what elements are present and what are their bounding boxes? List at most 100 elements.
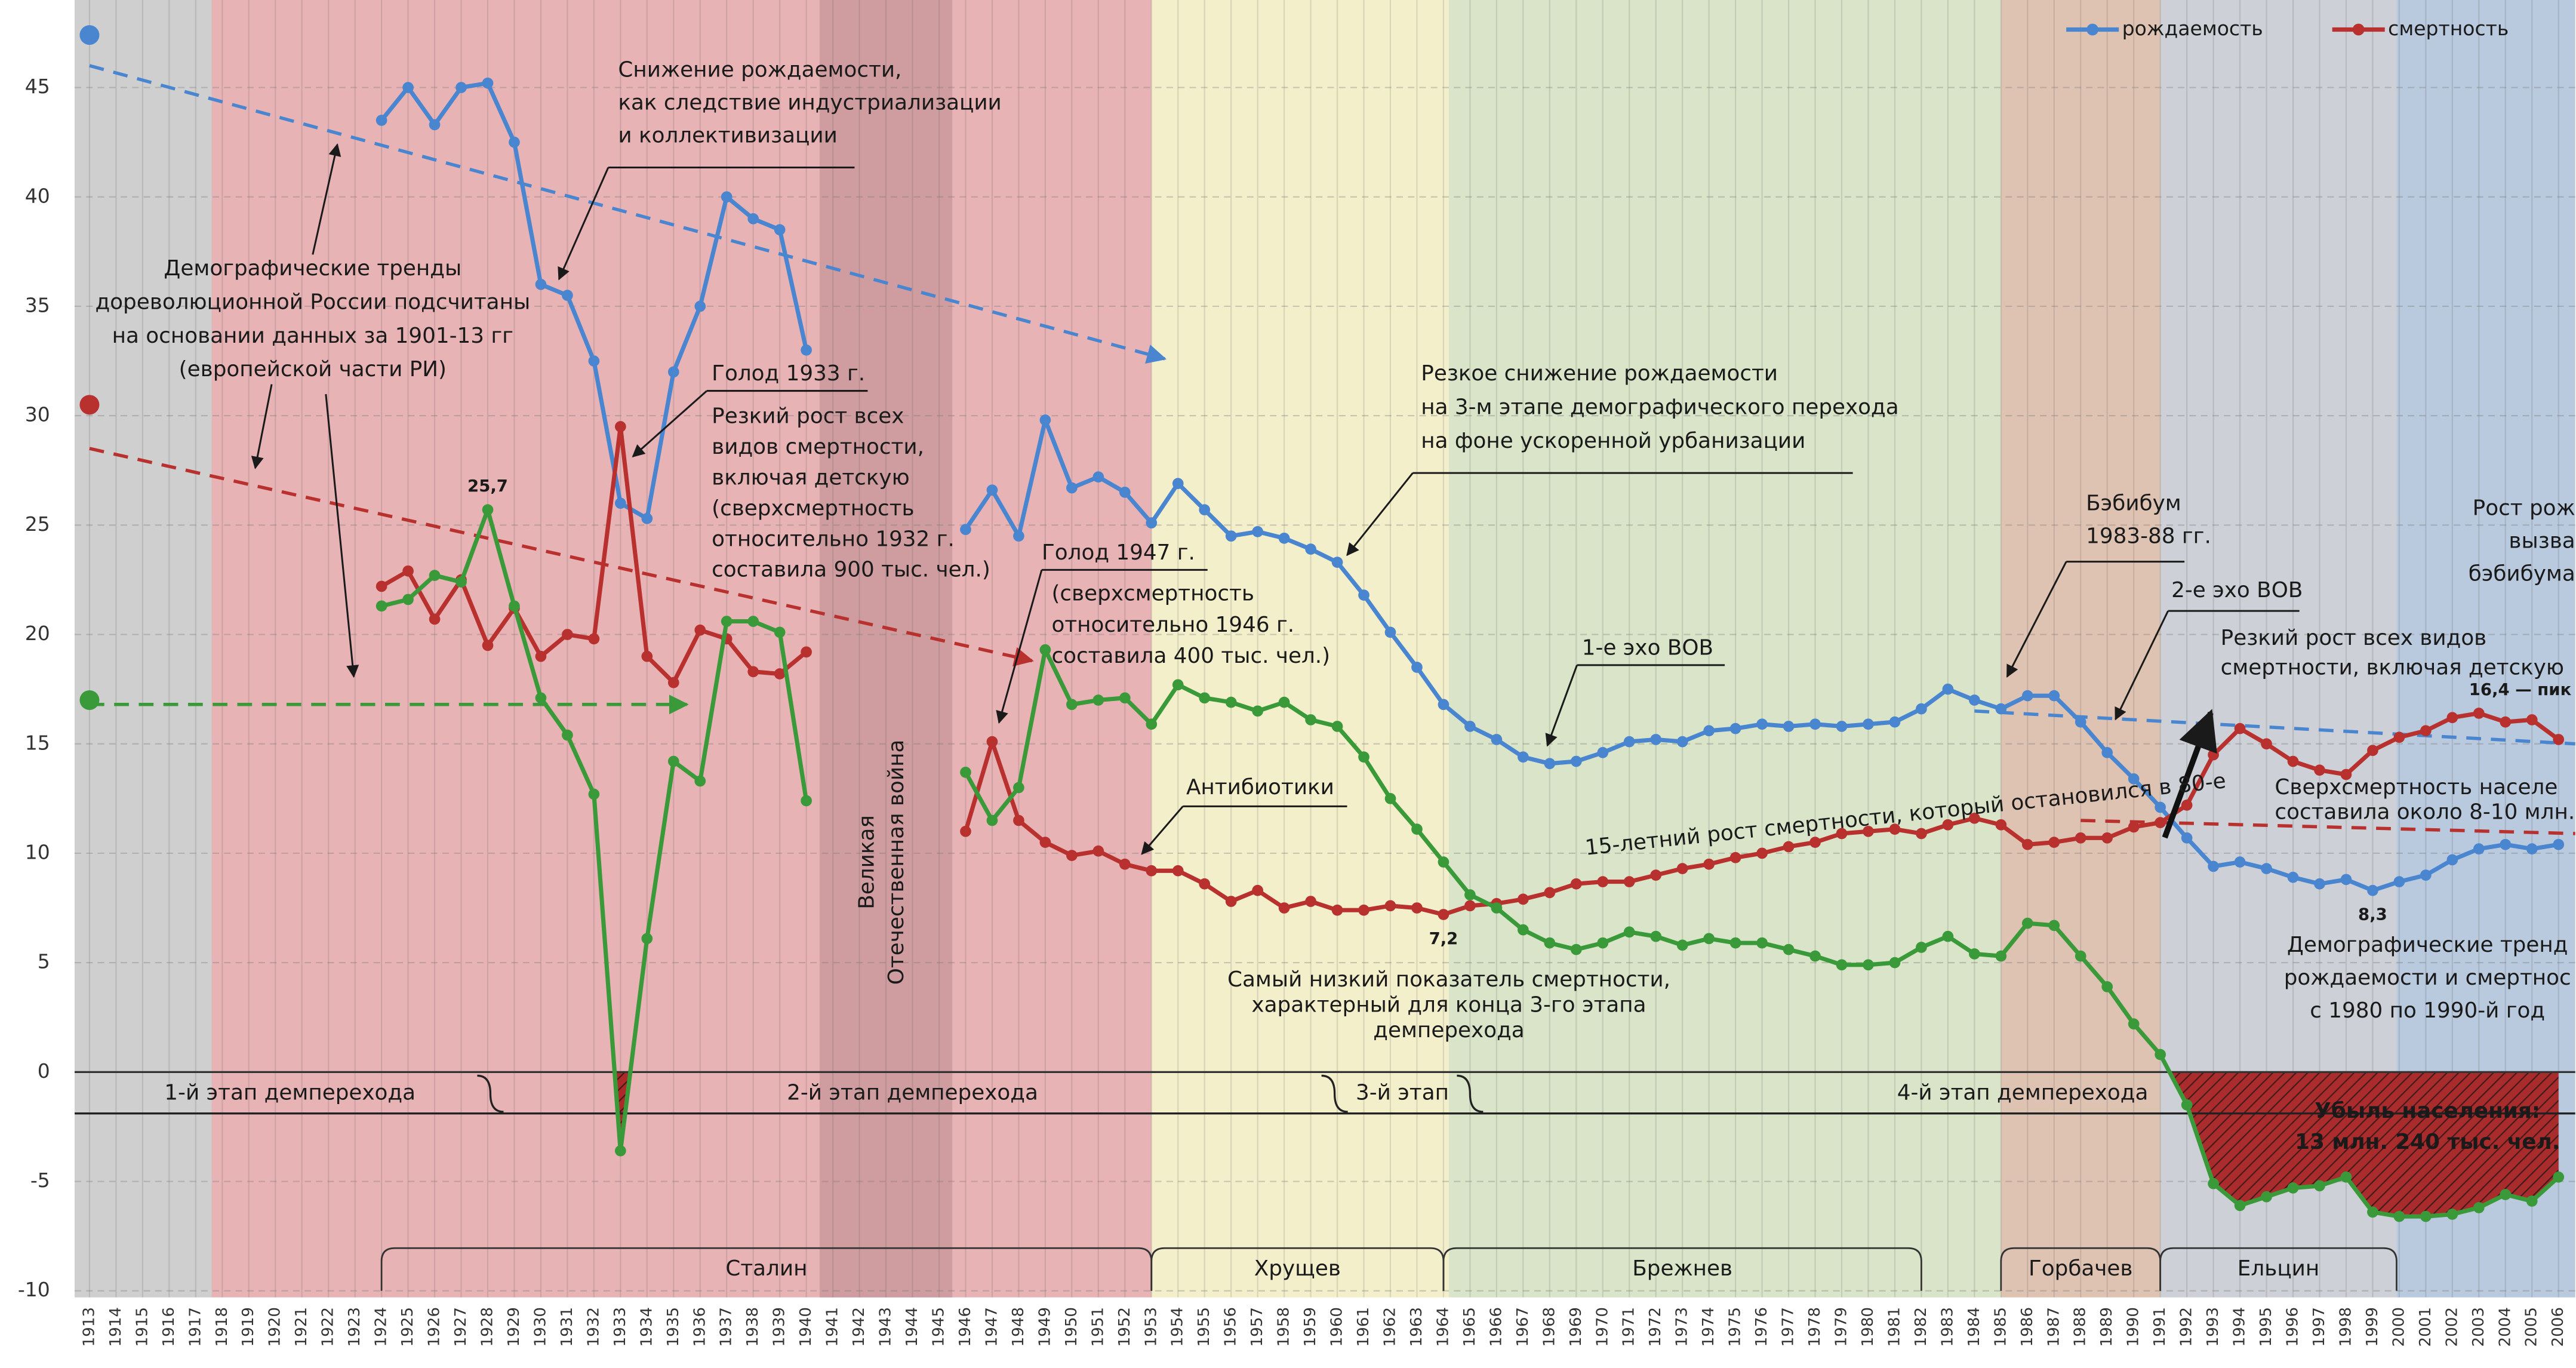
data-point [2393, 1210, 2405, 1222]
period-band [211, 0, 1152, 1298]
data-point [1809, 950, 1821, 962]
data-point [1199, 504, 1211, 516]
data-point [1969, 812, 1980, 824]
data-point [2314, 1180, 2325, 1192]
data-point [1544, 937, 1556, 949]
period-band [1151, 0, 1449, 1298]
data-point [614, 1145, 626, 1157]
x-tick-label: 1920 [266, 1307, 284, 1347]
data-point [1783, 943, 1795, 955]
data-point [774, 668, 786, 680]
x-tick-label: 1990 [2125, 1307, 2143, 1347]
data-point [482, 77, 494, 89]
x-tick-label: 1969 [1567, 1307, 1585, 1347]
data-point [2367, 745, 2378, 757]
data-point [1013, 782, 1024, 794]
x-tick-label: 1940 [797, 1307, 815, 1347]
data-point [1703, 725, 1715, 737]
y-tick-label: 30 [25, 403, 50, 426]
period-band [1448, 0, 2001, 1298]
x-tick-label: 1945 [930, 1307, 947, 1347]
data-point [1916, 828, 1927, 840]
x-tick-label: 1973 [1673, 1307, 1691, 1347]
x-tick-label: 1988 [2072, 1307, 2089, 1347]
data-point [1092, 845, 1104, 857]
leader-line [1346, 472, 1414, 557]
annotation: составила 400 тыс. чел.) [1051, 644, 1330, 668]
x-tick-label: 1981 [1885, 1307, 1903, 1347]
annotation: Резкий рост всех видов [2221, 626, 2487, 650]
data-point [2420, 725, 2432, 737]
era-bracket [1150, 1247, 1445, 1291]
annotation: смертности, включая детскую [2221, 655, 2564, 680]
x-tick-label: 1968 [1540, 1307, 1558, 1347]
data-point [2075, 832, 2086, 844]
data-point [1252, 525, 1263, 537]
value-label: 7,2 [1429, 929, 1458, 948]
x-tick-label: 2001 [2417, 1307, 2435, 1347]
data-point [2340, 1171, 2352, 1183]
annotation: как следствие индустриализации [618, 90, 1001, 115]
stage-label: 2-й этап демперехода [787, 1081, 1038, 1105]
data-point [2526, 1195, 2538, 1207]
x-tick-label: 1989 [2098, 1307, 2116, 1347]
x-tick-label: 1939 [771, 1307, 789, 1347]
annotation: Резкое снижение рождаемости [1421, 361, 1778, 386]
data-point [1199, 878, 1211, 890]
annotation: (европейской части РИ) [179, 357, 447, 382]
data-point [641, 650, 653, 662]
x-tick-label: 1942 [850, 1307, 868, 1347]
data-point [1863, 825, 1874, 837]
annotation: бэбибума [2469, 562, 2575, 586]
data-point [1491, 734, 1503, 745]
x-tick-label: 1916 [160, 1307, 178, 1347]
annotation: 1-е эхо ВОВ [1582, 635, 1713, 660]
data-point [721, 191, 733, 203]
data-point [1995, 703, 2007, 715]
data-point [721, 616, 733, 627]
x-tick-label: 1979 [1833, 1307, 1851, 1347]
data-point [1066, 850, 1078, 861]
data-point [1969, 694, 1980, 706]
annotation: Самый низкий показатель смертности, [1227, 967, 1670, 992]
annotation: Отечественная война [884, 740, 909, 985]
era-label: Хрущев [1254, 1256, 1341, 1281]
data-point [1464, 721, 1476, 732]
x-tick-label: 1922 [319, 1307, 337, 1347]
data-point [509, 600, 520, 612]
data-point [2287, 755, 2299, 767]
x-tick-label: 1993 [2204, 1307, 2222, 1347]
x-tick-label: 1957 [1248, 1307, 1266, 1347]
data-point [1703, 933, 1715, 945]
data-point [1969, 948, 1980, 960]
data-point [747, 666, 759, 678]
data-point [1438, 856, 1449, 868]
annotation: 2-е эхо ВОВ [2171, 578, 2303, 602]
x-tick-label: 1952 [1116, 1307, 1134, 1347]
data-point [429, 119, 441, 131]
data-point [2287, 871, 2299, 883]
leader-line [2006, 561, 2067, 678]
data-point [614, 421, 626, 432]
data-point [2208, 1178, 2219, 1189]
data-point [986, 814, 998, 826]
data-point [1995, 950, 2007, 962]
x-tick-label: 1983 [1938, 1307, 1956, 1347]
data-point [2155, 817, 2166, 829]
data-point [2500, 1189, 2512, 1200]
data-point [2021, 838, 2033, 850]
x-tick-label: 1947 [983, 1307, 1001, 1347]
x-tick-label: 1986 [2018, 1307, 2036, 1347]
data-point [2128, 773, 2140, 785]
leader-line [325, 394, 359, 678]
data-point [2101, 981, 2113, 992]
data-point [2261, 1191, 2272, 1203]
data-point [1411, 823, 1423, 835]
data-point [2181, 1099, 2193, 1111]
data-point [1597, 937, 1609, 949]
annotation: относительно 1932 г. [712, 527, 955, 551]
data-point [1729, 723, 1741, 734]
annotation: дореволюционной России подсчитаны [95, 290, 530, 314]
data-point [588, 633, 600, 645]
stage-label: 4-й этап демперехода [1897, 1081, 2149, 1105]
